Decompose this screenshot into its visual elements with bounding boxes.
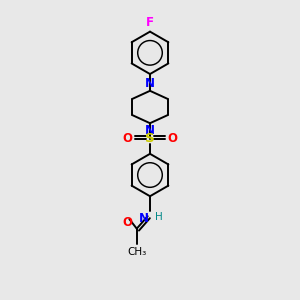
Text: F: F <box>146 16 154 29</box>
Text: O: O <box>122 132 132 145</box>
Text: CH₃: CH₃ <box>127 247 146 257</box>
Text: S: S <box>145 132 155 145</box>
Text: N: N <box>145 76 155 90</box>
Text: O: O <box>168 132 178 145</box>
Text: N: N <box>145 124 155 137</box>
Text: N: N <box>139 212 148 225</box>
Text: O: O <box>122 216 132 229</box>
Text: H: H <box>155 212 163 222</box>
